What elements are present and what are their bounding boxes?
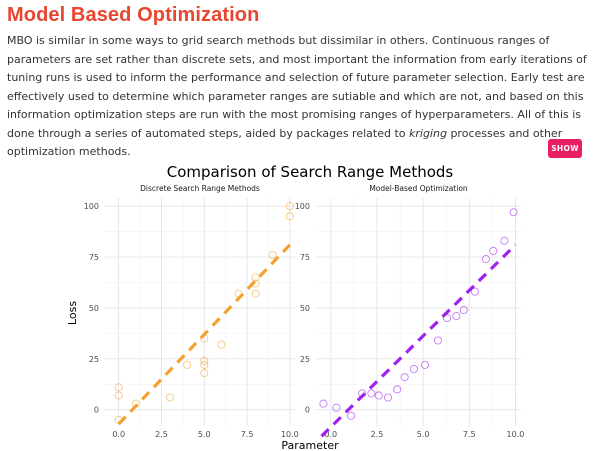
data-point <box>393 385 402 394</box>
panel-2: 0.0 2.5 5.0 7.5 10.0 0 25 50 75 100 Model-Based Op… <box>295 184 525 439</box>
comparison-figure: Comparison of Search Range Methods Param… <box>66 163 525 451</box>
data-point <box>285 212 294 221</box>
x-tick-label: 7.5 <box>241 430 254 439</box>
data-point <box>459 305 468 315</box>
y-tick-label: 25 <box>300 355 310 364</box>
data-point <box>433 336 442 345</box>
x-tick-label: 2.5 <box>155 430 168 439</box>
panel-subtitle: Discrete Search Range Methods <box>140 184 260 193</box>
data-point <box>234 289 243 298</box>
y-tick-label: 75 <box>89 253 99 262</box>
trend-line <box>320 243 517 438</box>
y-tick-label: 100 <box>84 202 99 211</box>
data-point <box>383 393 393 402</box>
data-point <box>114 391 123 400</box>
x-tick-label: 0.0 <box>112 430 125 439</box>
y-tick-label: 0 <box>305 406 310 415</box>
paragraph-text-end: processes and other optimization methods… <box>7 126 563 159</box>
data-point <box>251 289 260 298</box>
data-point <box>443 314 452 323</box>
y-tick-label: 100 <box>295 202 310 211</box>
data-point <box>268 250 277 260</box>
data-point <box>251 279 260 288</box>
x-tick-label: 7.5 <box>463 430 476 439</box>
data-point <box>509 208 518 217</box>
data-point <box>367 389 376 398</box>
data-point <box>319 399 328 408</box>
data-point <box>374 391 383 400</box>
y-tick-label: 75 <box>300 253 310 262</box>
data-point <box>200 360 209 369</box>
y-tick-label: 0 <box>94 406 99 415</box>
x-tick-label: 5.0 <box>198 430 211 439</box>
figure-title: Comparison of Search Range Methods <box>167 163 454 181</box>
data-point <box>217 340 226 349</box>
data-point <box>131 399 140 408</box>
data-point <box>285 202 294 211</box>
data-point <box>420 360 430 369</box>
data-point <box>347 411 356 420</box>
data-point <box>251 273 260 282</box>
data-point <box>500 236 509 245</box>
y-axis-label: Loss <box>66 301 79 325</box>
data-point <box>200 369 209 378</box>
data-point <box>400 373 409 382</box>
data-point <box>332 403 341 412</box>
data-point <box>114 383 123 392</box>
data-point <box>200 356 209 365</box>
data-point <box>409 364 418 374</box>
kriging-term: kriging <box>409 126 447 140</box>
x-axis-label: Parameter <box>281 439 339 451</box>
data-point <box>114 415 123 424</box>
page-title: Model Based Optimization <box>7 4 260 26</box>
show-button[interactable]: SHOW <box>548 139 582 158</box>
data-point <box>481 255 490 264</box>
x-tick-label: 10.0 <box>507 430 525 439</box>
data-point <box>165 393 175 402</box>
x-tick-label: 5.0 <box>417 430 430 439</box>
x-tick-label: 10.0 <box>281 430 299 439</box>
x-tick-label: 0.0 <box>324 430 337 439</box>
data-point <box>183 360 192 369</box>
y-tick-label: 50 <box>300 304 310 313</box>
x-tick-label: 2.5 <box>371 430 384 439</box>
data-point <box>200 334 209 343</box>
paragraph-text: MBO is similar in some ways to grid sear… <box>7 34 587 140</box>
data-point <box>489 246 498 255</box>
panel-subtitle: Model-Based Optimization <box>369 184 468 193</box>
intro-paragraph: MBO is similar in some ways to grid sear… <box>7 32 595 162</box>
data-point <box>470 287 479 296</box>
data-point <box>358 389 367 398</box>
trend-line <box>117 243 292 426</box>
data-point <box>452 312 461 321</box>
y-tick-label: 50 <box>89 304 99 313</box>
y-tick-label: 25 <box>89 355 99 364</box>
panel-1: 0.0 2.5 5.0 7.5 10.0 0 25 50 75 100 Discrete Searc… <box>84 184 299 439</box>
